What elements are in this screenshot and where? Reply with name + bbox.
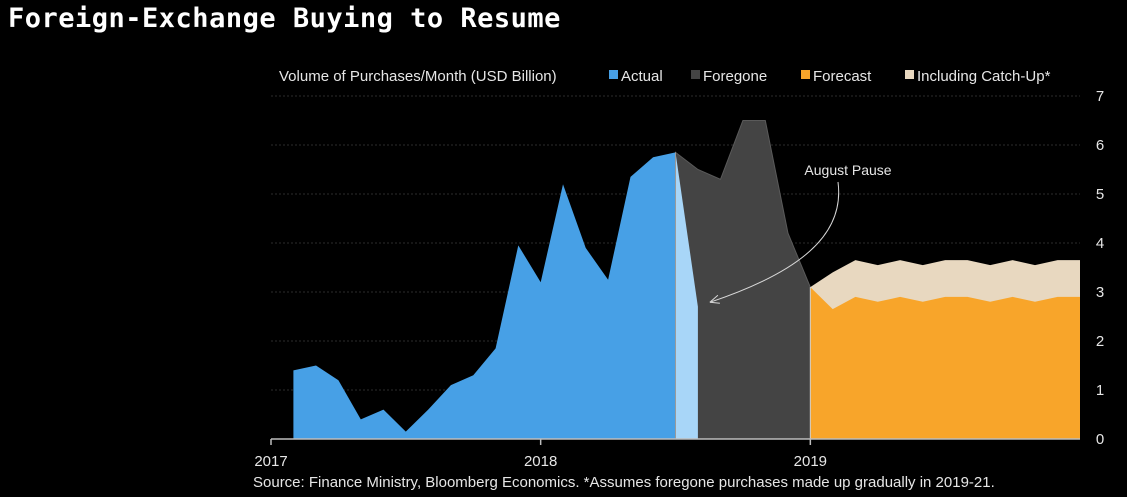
y-tick-label: 7 bbox=[1096, 88, 1104, 105]
x-tick-label: 2018 bbox=[524, 453, 557, 470]
page-title: Foreign-Exchange Buying to Resume bbox=[8, 3, 561, 34]
y-tick-label: 3 bbox=[1096, 284, 1104, 301]
legend-label: Foregone bbox=[703, 68, 767, 85]
y-tick-label: 5 bbox=[1096, 186, 1104, 203]
annotation-label: August Pause bbox=[804, 162, 891, 178]
x-tick-label: 2017 bbox=[254, 453, 287, 470]
legend-label: Forecast bbox=[813, 68, 872, 85]
y-tick-label: 1 bbox=[1096, 382, 1104, 399]
y-tick-label: 6 bbox=[1096, 137, 1104, 154]
y-tick-label: 4 bbox=[1096, 235, 1104, 252]
legend-label: Actual bbox=[621, 68, 663, 85]
source-note: Source: Finance Ministry, Bloomberg Econ… bbox=[253, 474, 995, 491]
legend-swatch bbox=[691, 70, 700, 79]
area-actual-august bbox=[675, 152, 698, 439]
x-tick-label: 2019 bbox=[794, 453, 827, 470]
area-actual bbox=[293, 152, 676, 439]
legend-swatch bbox=[609, 70, 618, 79]
annotation-arrow bbox=[709, 181, 840, 303]
y-tick-label: 0 bbox=[1096, 431, 1104, 448]
legend-swatch bbox=[801, 70, 810, 79]
legend-swatch bbox=[905, 70, 914, 79]
legend: Volume of Purchases/Month (USD Billion) A… bbox=[279, 68, 1051, 85]
area-forecast bbox=[810, 287, 1080, 439]
arrow-head bbox=[709, 294, 720, 304]
axes: 0 1 2 3 4 5 6 7 2017 2018 2019 bbox=[254, 88, 1104, 470]
chart-areas bbox=[293, 120, 1080, 440]
y-tick-label: 2 bbox=[1096, 333, 1104, 350]
annotations: August Pause bbox=[709, 162, 892, 304]
y-axis-label: Volume of Purchases/Month (USD Billion) bbox=[279, 68, 557, 85]
legend-label: Including Catch-Up* bbox=[917, 68, 1051, 85]
